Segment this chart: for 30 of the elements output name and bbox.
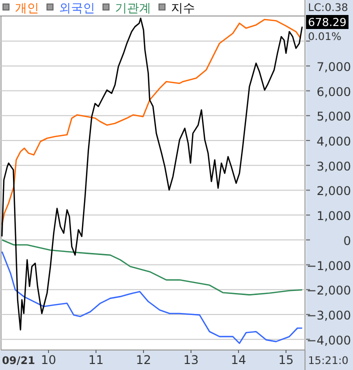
y-tick-label: −3,000 (306, 308, 351, 322)
x-tick-label: 10 (40, 353, 56, 367)
y-tick-label: 4,000 (316, 134, 351, 149)
text: 외국인 (59, 1, 95, 15)
x-tick-label: 14 (230, 353, 246, 367)
text: 지수 (171, 1, 195, 15)
text: 15:21:0 (308, 355, 348, 367)
y-tick-label: −2,000 (306, 284, 351, 298)
text: 0.01% (308, 31, 342, 43)
y-tick-label: 1,000 (316, 209, 351, 224)
text: 09/21 (2, 355, 36, 367)
text: 개인 (15, 1, 39, 15)
line-series (1, 18, 303, 331)
y-tick-label: 2,000 (316, 184, 351, 198)
text: 678.29 (308, 16, 346, 29)
y-tick-label: 3,000 (316, 159, 351, 174)
text: 기관계 (115, 1, 151, 15)
y-tick-label: 6,000 (316, 84, 351, 99)
y-tick-label: 0 (343, 234, 351, 248)
y-tick-label: −1,000 (306, 258, 351, 273)
x-tick-label: 15 (278, 353, 294, 367)
y-tick-label: −4,000 (306, 333, 351, 348)
line-series (1, 239, 303, 296)
line-series (1, 250, 303, 344)
text: LC:0.38 (308, 2, 348, 14)
y-tick-label: 7,000 (316, 60, 351, 74)
x-tick-label: 12 (136, 353, 152, 367)
x-tick-label: 11 (88, 353, 104, 367)
x-tick-label: 13 (183, 353, 199, 367)
y-tick-label: 5,000 (316, 110, 351, 124)
